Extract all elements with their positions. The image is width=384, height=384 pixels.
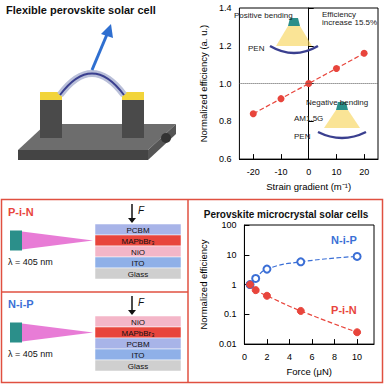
svg-text:MAPbBr₃: MAPbBr₃ <box>121 237 154 246</box>
svg-text:0: 0 <box>306 167 311 177</box>
svg-text:Glass: Glass <box>128 270 148 279</box>
svg-text:NiO: NiO <box>131 248 145 257</box>
svg-text:Positive bending: Positive bending <box>234 11 293 20</box>
svg-text:1.4: 1.4 <box>219 3 232 13</box>
svg-text:8: 8 <box>332 352 337 362</box>
svg-text:ITO: ITO <box>131 351 144 360</box>
svg-text:F: F <box>138 205 145 216</box>
svg-text:0.6: 0.6 <box>219 154 232 164</box>
svg-text:-20: -20 <box>247 167 260 177</box>
svg-text:0.8: 0.8 <box>219 116 232 126</box>
svg-text:N-i-P: N-i-P <box>331 234 357 246</box>
svg-text:P-i-N: P-i-N <box>331 304 357 316</box>
svg-text:Perovskite microcrystal solar: Perovskite microcrystal solar cells <box>204 209 369 220</box>
svg-text:1: 1 <box>231 280 236 290</box>
svg-text:20: 20 <box>359 167 369 177</box>
svg-text:Negative bending: Negative bending <box>306 98 368 107</box>
svg-text:F: F <box>138 297 145 308</box>
svg-text:Efficiency: Efficiency <box>322 9 359 19</box>
svg-text:Normalized efficiency (a. u.): Normalized efficiency (a. u.) <box>198 25 209 143</box>
svg-text:Glass: Glass <box>128 362 148 371</box>
svg-text:0.01: 0.01 <box>219 339 237 349</box>
svg-text:Flexible perovskite solar cell: Flexible perovskite solar cell <box>6 4 156 16</box>
svg-text:λ = 405 nm: λ = 405 nm <box>8 349 53 359</box>
svg-text:-10: -10 <box>274 167 287 177</box>
svg-text:PCBM: PCBM <box>126 226 149 235</box>
svg-text:λ = 405 nm: λ = 405 nm <box>8 257 53 267</box>
svg-text:MAPbBr₃: MAPbBr₃ <box>121 329 154 338</box>
svg-text:0.1: 0.1 <box>224 309 237 319</box>
svg-text:N-i-P: N-i-P <box>8 298 34 310</box>
svg-text:0: 0 <box>242 352 247 362</box>
svg-text:1.2: 1.2 <box>219 41 232 51</box>
svg-text:PEN: PEN <box>248 44 265 53</box>
svg-text:P-i-N: P-i-N <box>8 206 34 218</box>
svg-text:1.0: 1.0 <box>219 79 232 89</box>
svg-text:2: 2 <box>264 352 269 362</box>
svg-text:6: 6 <box>310 352 315 362</box>
svg-text:10: 10 <box>352 352 362 362</box>
svg-text:10: 10 <box>226 250 236 260</box>
svg-text:4: 4 <box>287 352 292 362</box>
svg-text:increase 15.5%: increase 15.5% <box>322 18 377 27</box>
svg-text:AM1.5G: AM1.5G <box>294 114 323 123</box>
svg-text:NiO: NiO <box>131 318 145 327</box>
svg-text:100: 100 <box>221 220 236 230</box>
svg-text:ITO: ITO <box>131 259 144 268</box>
svg-text:Normalized efficiency: Normalized efficiency <box>198 239 209 329</box>
svg-text:PCBM: PCBM <box>126 340 149 349</box>
svg-text:10: 10 <box>331 167 341 177</box>
svg-text:Force (μN): Force (μN) <box>286 366 332 377</box>
svg-text:PEN: PEN <box>294 132 311 141</box>
svg-text:Strain gradient (m⁻¹): Strain gradient (m⁻¹) <box>266 181 351 192</box>
